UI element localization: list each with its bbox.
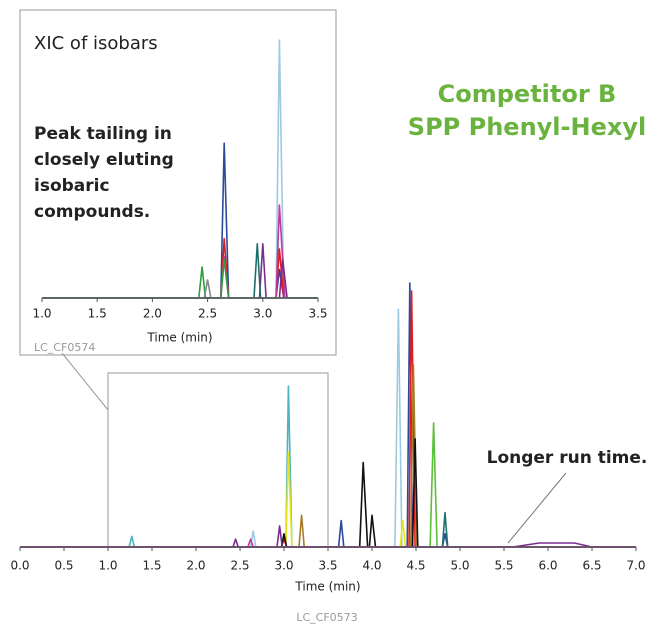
x-tick-label: 2.0 xyxy=(186,559,205,573)
footnote: LC_CF0573 xyxy=(296,611,357,624)
x-tick-label: 3.0 xyxy=(253,307,272,321)
inset-annotation: closely eluting xyxy=(34,150,174,170)
x-tick-label: 3.5 xyxy=(308,307,327,321)
x-tick-label: 2.0 xyxy=(143,307,162,321)
x-tick-label: 1.0 xyxy=(32,307,51,321)
x-tick-label: 6.0 xyxy=(538,559,557,573)
x-tick-label: 3.5 xyxy=(318,559,337,573)
inset-annotation: Peak tailing in xyxy=(34,124,172,144)
x-axis-label: Time (min) xyxy=(146,331,212,345)
x-tick-label: 4.0 xyxy=(362,559,381,573)
inset-title: XIC of isobars xyxy=(34,33,158,54)
trace xyxy=(20,282,636,548)
chart-title: Competitor B xyxy=(438,80,617,108)
x-tick-label: 0.5 xyxy=(54,559,73,573)
x-axis-label: Time (min) xyxy=(294,580,360,594)
x-tick-label: 6.5 xyxy=(582,559,601,573)
inset-annotation: isobaric xyxy=(34,176,110,196)
x-tick-label: 0.0 xyxy=(10,559,29,573)
x-tick-label: 1.5 xyxy=(88,307,107,321)
x-tick-label: 2.5 xyxy=(230,559,249,573)
x-tick-label: 2.5 xyxy=(198,307,217,321)
annotation-leader xyxy=(507,472,567,544)
x-tick-label: 5.0 xyxy=(450,559,469,573)
x-tick-label: 1.0 xyxy=(98,559,117,573)
x-tick-label: 1.5 xyxy=(142,559,161,573)
x-tick-label: 4.5 xyxy=(406,559,425,573)
trace xyxy=(20,525,636,548)
x-tick-label: 3.0 xyxy=(274,559,293,573)
zoom-box xyxy=(107,372,329,548)
annotation: Longer run time. xyxy=(487,448,648,468)
x-tick-label: 5.5 xyxy=(494,559,513,573)
inset-annotation: compounds. xyxy=(34,202,150,222)
inset-footnote: LC_CF0574 xyxy=(34,341,95,354)
zoom-connector xyxy=(61,352,109,411)
chart-subtitle: SPP Phenyl-Hexyl xyxy=(408,113,646,141)
x-tick-label: 7.0 xyxy=(626,559,645,573)
